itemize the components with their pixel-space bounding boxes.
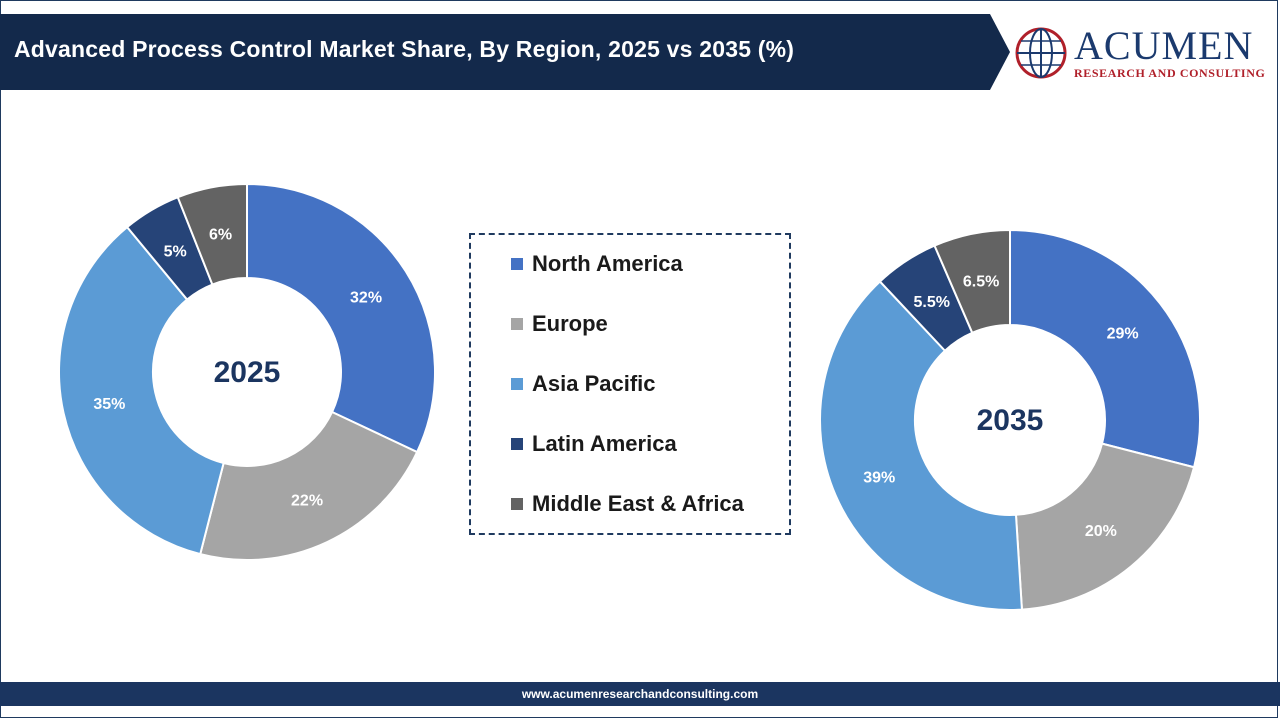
donut-slice [176, 182, 248, 286]
donut-slice [1009, 228, 1201, 469]
acumen-logo: ACUMEN RESEARCH AND CONSULTING [1012, 23, 1266, 84]
donut-slice [933, 228, 1011, 335]
data-label: 39% [863, 470, 895, 487]
donut-slice [246, 182, 436, 454]
chart-title: Advanced Process Control Market Share, B… [14, 36, 795, 62]
legend-item: Europe [511, 309, 608, 339]
data-label: 20% [1085, 523, 1117, 540]
donut-slice [819, 280, 1023, 611]
data-label: 32% [350, 289, 382, 306]
center-year-label: 2025 [214, 356, 281, 389]
legend-swatch [511, 378, 523, 390]
legend-item: Middle East & Africa [511, 489, 744, 519]
data-label: 35% [93, 396, 125, 413]
globe-icon [1015, 27, 1067, 79]
data-label: 6.5% [963, 273, 999, 290]
center-year-label: 2035 [977, 404, 1044, 437]
legend-swatch [511, 258, 523, 270]
header-band [0, 14, 1010, 90]
donut-chart-2035: 29% 20% 39% 5.5% 6.5% 2035 [819, 228, 1201, 611]
legend-label: North America [532, 251, 683, 276]
donut-slice [58, 225, 225, 556]
legend-item: Asia Pacific [511, 369, 656, 399]
footer-bar: www.acumenresearchandconsulting.com [0, 682, 1280, 706]
legend: North America Europe Asia Pacific Latin … [469, 233, 791, 535]
legend-swatch [511, 438, 523, 450]
data-label: 29% [1107, 326, 1139, 343]
logo-subtitle: RESEARCH AND CONSULTING [1074, 66, 1266, 80]
legend-swatch [511, 498, 523, 510]
data-label: 22% [291, 493, 323, 510]
data-label: 6% [209, 226, 232, 243]
legend-label: Europe [532, 311, 608, 336]
donut-slice [199, 410, 419, 561]
legend-item: Latin America [511, 429, 677, 459]
logo-wordmark: ACUMEN [1074, 23, 1254, 68]
legend-item: North America [511, 249, 683, 279]
data-label: 5% [164, 244, 187, 261]
legend-label: Latin America [532, 431, 677, 456]
legend-swatch [511, 318, 523, 330]
legend-label: Asia Pacific [532, 371, 656, 396]
donut-chart-2025: 32% 22% 35% 5% 6% 2025 [58, 182, 436, 561]
footer-url-link[interactable]: www.acumenresearchandconsulting.com [521, 687, 759, 701]
data-label: 5.5% [914, 294, 950, 311]
donut-slice [1014, 442, 1196, 611]
legend-label: Middle East & Africa [532, 491, 744, 516]
